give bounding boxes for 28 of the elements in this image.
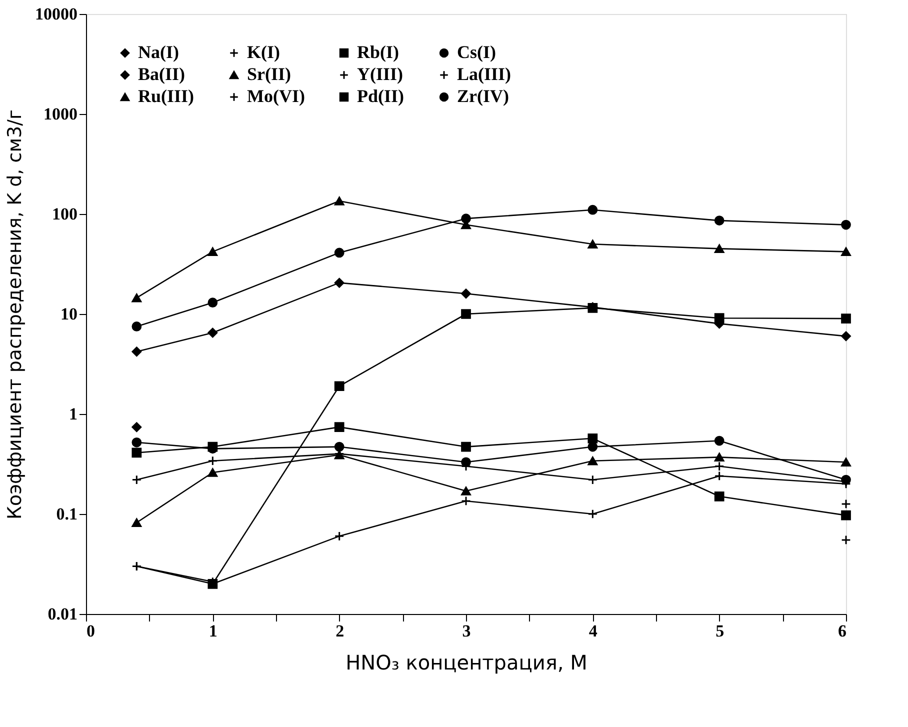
y-tick-label: 100 bbox=[52, 204, 78, 224]
y-tick-label: 0.01 bbox=[48, 604, 78, 624]
legend-label: Ru(III) bbox=[138, 86, 194, 106]
legend-label: Zr(IV) bbox=[457, 86, 509, 106]
x-tick-label: 4 bbox=[588, 622, 598, 640]
legend-label: Rb(I) bbox=[357, 42, 400, 62]
y-tick-label: 1 bbox=[69, 404, 78, 424]
x-tick-label: 5 bbox=[716, 622, 724, 640]
y-axis-title: Коэффициент распределения, K d, см3/г bbox=[4, 109, 26, 520]
legend-label: Sr(II) bbox=[247, 64, 292, 84]
x-tick-label: 1 bbox=[208, 622, 218, 640]
legend-label: La(III) bbox=[457, 64, 512, 84]
legend-label: Pd(II) bbox=[357, 86, 404, 106]
y-tick-label: 10000 bbox=[35, 4, 78, 24]
x-tick-label: 0 bbox=[86, 622, 95, 640]
x-axis-title: HNO₃ концентрация, М bbox=[346, 650, 588, 674]
y-tick-label: 0.1 bbox=[56, 504, 78, 524]
y-tick-label: 10 bbox=[60, 304, 78, 324]
legend-label: Cs(I) bbox=[457, 42, 496, 62]
x-tick-label: 6 bbox=[838, 622, 846, 640]
legend-label: Mo(VI) bbox=[247, 86, 305, 106]
legend-label: Na(I) bbox=[138, 42, 179, 62]
x-tick-label: 2 bbox=[336, 622, 344, 640]
legend-label: Ba(II) bbox=[138, 64, 186, 84]
x-tick-label: 3 bbox=[462, 622, 471, 640]
legend-label: Y(III) bbox=[357, 64, 404, 84]
legend-label: K(I) bbox=[247, 42, 280, 62]
y-tick-label: 1000 bbox=[44, 104, 78, 124]
